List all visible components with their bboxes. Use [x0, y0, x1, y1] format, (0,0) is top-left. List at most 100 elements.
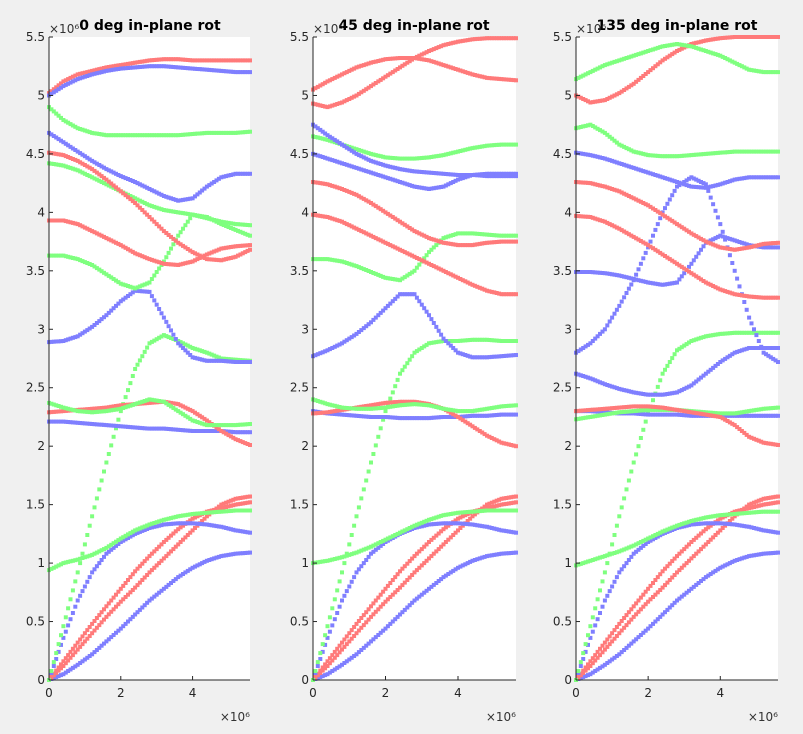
data-point: [638, 408, 643, 413]
data-point: [655, 209, 660, 214]
data-point: [373, 204, 378, 209]
data-point: [340, 161, 344, 166]
data-point: [443, 407, 448, 412]
data-point: [492, 504, 497, 509]
data-point: [641, 279, 646, 284]
data-point: [768, 70, 773, 75]
data-point: [92, 160, 97, 165]
data-point: [427, 416, 431, 421]
data-point: [713, 52, 718, 57]
data-point: [109, 408, 114, 413]
y-tick-label: 3: [37, 322, 45, 336]
data-point: [586, 99, 590, 104]
data-point: [619, 410, 624, 415]
data-point: [126, 619, 130, 624]
data-point: [185, 211, 190, 216]
data-point: [497, 239, 502, 244]
data-point: [752, 436, 756, 441]
data-point: [576, 562, 581, 567]
data-point: [195, 347, 200, 352]
data-point: [200, 67, 205, 72]
data-point: [327, 402, 332, 407]
data-point: [75, 640, 80, 645]
data-point: [364, 150, 369, 155]
data-point: [161, 57, 166, 62]
data-point: [761, 330, 766, 335]
data-point: [742, 149, 747, 154]
data-point: [600, 329, 605, 334]
data-point: [193, 213, 197, 218]
data-point: [723, 56, 728, 60]
data-point: [70, 611, 75, 615]
data-point: [226, 433, 231, 438]
data-point: [614, 523, 619, 528]
data-point: [181, 404, 185, 409]
data-point: [383, 409, 388, 414]
data-point: [318, 351, 323, 356]
data-point: [477, 509, 482, 514]
data-point: [448, 172, 453, 177]
data-point: [202, 215, 207, 220]
data-point: [610, 551, 615, 556]
data-point: [313, 180, 318, 185]
data-point: [236, 496, 240, 501]
data-point: [51, 402, 56, 407]
data-point: [99, 409, 104, 414]
data-point: [511, 233, 516, 238]
data-point: [193, 355, 197, 360]
data-point: [689, 42, 694, 46]
data-point: [701, 152, 706, 157]
data-point: [670, 281, 675, 286]
data-point: [703, 542, 708, 547]
data-point: [388, 176, 393, 181]
data-point: [185, 568, 190, 573]
data-point: [190, 521, 195, 526]
data-point: [385, 57, 390, 61]
data-point: [240, 422, 245, 427]
y-tick-label: 4.5: [553, 147, 572, 161]
data-point: [694, 551, 699, 556]
data-point: [405, 156, 410, 161]
data-point: [149, 133, 154, 138]
data-point: [68, 75, 73, 80]
data-point: [204, 58, 209, 63]
data-point: [458, 510, 463, 515]
data-point: [766, 241, 771, 246]
data-point: [137, 205, 142, 210]
data-point: [114, 133, 118, 138]
data-point: [87, 553, 92, 558]
data-point: [323, 155, 328, 160]
data-point: [398, 403, 402, 408]
data-point: [667, 43, 672, 48]
data-point: [451, 346, 456, 350]
data-point: [197, 190, 202, 195]
data-point: [97, 487, 102, 492]
data-point: [742, 330, 747, 335]
data-point: [436, 531, 441, 536]
data-point: [323, 642, 328, 647]
data-point: [660, 569, 665, 574]
data-point: [725, 419, 730, 423]
data-point: [595, 379, 600, 384]
data-point: [63, 615, 68, 620]
data-point: [756, 69, 761, 74]
data-point: [446, 407, 451, 412]
data-point: [398, 219, 402, 224]
data-point: [193, 419, 197, 424]
data-point: [598, 646, 602, 651]
data-point: [183, 413, 188, 418]
data-point: [718, 233, 723, 238]
data-point: [771, 245, 776, 250]
data-point: [675, 222, 679, 227]
data-point: [51, 218, 56, 223]
data-point: [240, 222, 245, 227]
data-point: [624, 623, 629, 628]
data-point: [214, 358, 219, 363]
data-point: [364, 231, 369, 236]
data-point: [344, 551, 349, 556]
data-point: [424, 518, 429, 523]
data-point: [723, 246, 728, 251]
data-point: [202, 131, 207, 136]
data-point: [465, 409, 470, 414]
data-point: [92, 406, 97, 411]
